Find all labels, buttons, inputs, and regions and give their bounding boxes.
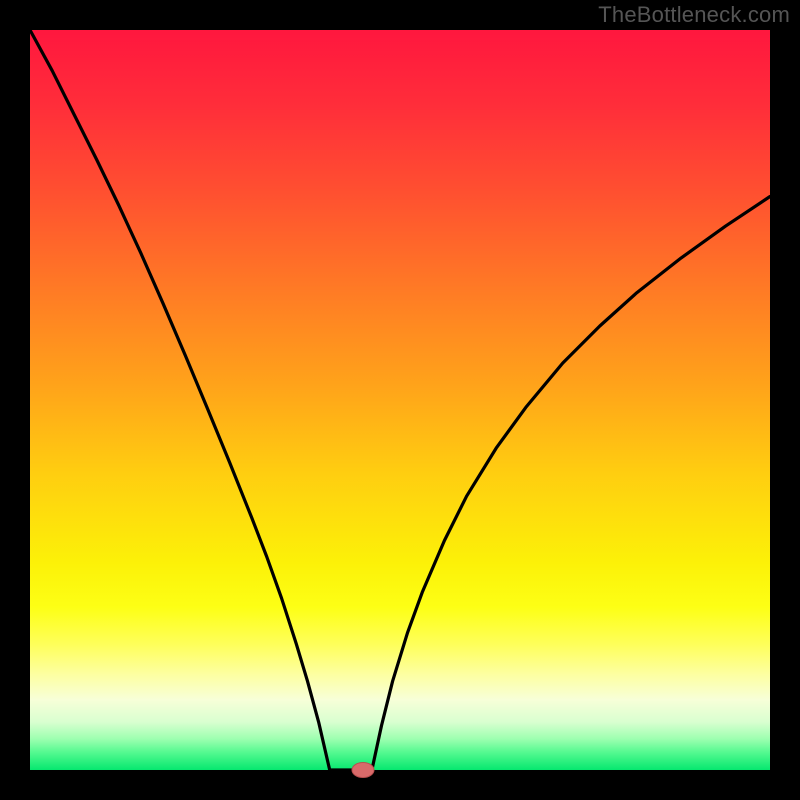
- watermark-text: TheBottleneck.com: [598, 2, 790, 28]
- optimum-marker: [352, 763, 374, 778]
- chart-svg: [0, 0, 800, 800]
- chart-root: TheBottleneck.com: [0, 0, 800, 800]
